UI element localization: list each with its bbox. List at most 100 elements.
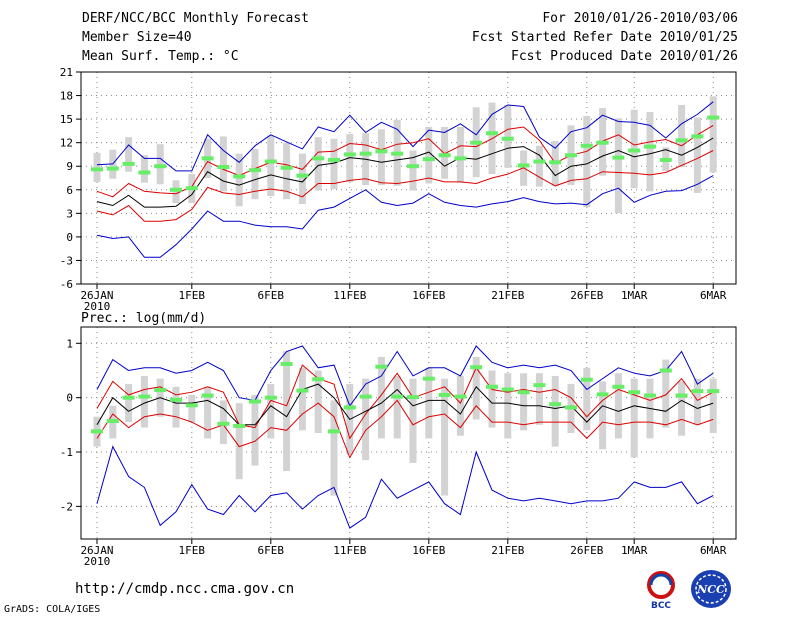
temperature-ensemble-box — [409, 150, 417, 191]
temperature-ytick-label: 6 — [66, 184, 73, 197]
temperature-ensemble-box — [425, 126, 433, 184]
temperature-ensemble-box — [377, 129, 385, 186]
temperature-year-label: 2010 — [84, 300, 111, 313]
precipitation-ensemble-box — [583, 367, 591, 431]
temperature-mean-marker — [106, 166, 119, 171]
temperature-mean-marker — [533, 159, 546, 164]
temperature-xtick-label: 6MAR — [700, 289, 727, 302]
precipitation-ensemble-box — [125, 384, 133, 423]
temperature-ensemble-box — [283, 142, 291, 200]
precipitation-mean-marker — [106, 419, 119, 424]
temperature-ensemble-box — [646, 112, 654, 192]
temperature-mean-marker — [612, 155, 625, 160]
precipitation-mean-marker — [501, 387, 514, 392]
temperature-ytick-label: 15 — [60, 113, 73, 126]
precipitation-xtick-label: 1FEB — [179, 544, 206, 557]
temperature-ensemble-box — [330, 138, 338, 189]
precipitation-ensemble-box — [678, 381, 686, 436]
forecast-period: For 2010/01/26-2010/03/06 — [542, 11, 738, 26]
temperature-mean-marker — [359, 151, 372, 156]
bcc-logo-text: BCC — [651, 601, 671, 610]
temperature-ytick-label: -6 — [60, 278, 73, 291]
temperature-mean-marker — [233, 174, 246, 179]
member-size: Member Size=40 — [82, 30, 192, 45]
precipitation-ensemble-box — [693, 378, 701, 425]
temperature-mean-marker — [91, 167, 103, 172]
precipitation-mean-marker — [454, 394, 467, 399]
temperature-xtick-label: 1FEB — [179, 289, 206, 302]
precipitation-ensemble-box — [409, 378, 417, 463]
precipitation-xtick-label: 26JAN — [80, 544, 113, 557]
precipitation-xtick-label: 26FEB — [570, 544, 603, 557]
precipitation-xtick-label: 1MAR — [621, 544, 648, 557]
temperature-ytick-label: 12 — [60, 137, 73, 150]
precipitation-ensemble-box — [172, 386, 180, 428]
precipitation-mean-marker — [201, 393, 214, 398]
temperature-ensemble-box — [614, 118, 622, 214]
temperature-ytick-label: -3 — [60, 254, 73, 267]
temperature-ensemble-box — [678, 104, 686, 168]
precipitation-mean-marker — [659, 368, 672, 373]
temperature-median-line — [96, 137, 714, 208]
precipitation-mean-marker — [312, 377, 325, 382]
variable-label: Mean Surf. Temp.: °C — [82, 49, 239, 64]
temperature-inner-high-line — [96, 124, 714, 198]
ncc-logo-icon: NCC — [691, 570, 731, 608]
precipitation-mean-marker — [185, 403, 198, 408]
chart-title: DERF/NCC/BCC Monthly Forecast — [82, 11, 309, 26]
temperature-outer-low-line — [96, 175, 714, 258]
precipitation-mean-marker — [675, 393, 688, 398]
temperature-ensemble-box — [267, 135, 275, 197]
precipitation-ensemble-box — [267, 384, 275, 439]
source-url[interactable]: http://cmdp.ncc.cma.gov.cn — [75, 581, 295, 597]
temperature-mean-marker — [596, 140, 609, 145]
temperature-ensemble-box — [535, 145, 543, 187]
temperature-mean-marker — [185, 186, 198, 191]
temperature-mean-marker — [422, 157, 435, 162]
temperature-ytick-label: 3 — [66, 207, 73, 220]
precipitation-ensemble-box — [472, 356, 480, 420]
temperature-ensemble-box — [583, 115, 591, 208]
precipitation-panel: -2 -1 0 1 26JAN 1FEB 6FEB 11FEB 16FEB 21FEB 26FEB 1… — [60, 326, 737, 568]
precipitation-ensemble-box — [504, 373, 512, 439]
temperature-frame — [80, 71, 737, 285]
precipitation-ensemble-box — [283, 351, 291, 472]
precipitation-ensemble-box — [709, 378, 717, 433]
temperature-mean-marker — [691, 134, 704, 139]
temperature-mean-marker — [312, 156, 325, 161]
temperature-mean-marker — [391, 151, 404, 156]
precipitation-ensemble-box — [630, 378, 638, 458]
precipitation-ensemble-box — [377, 356, 385, 439]
precipitation-ensemble-box — [188, 394, 196, 423]
precipitation-mean-marker — [707, 389, 720, 394]
temperature-ensemble-box — [504, 104, 512, 168]
precipitation-ensemble-box — [314, 370, 322, 433]
precipitation-mean-marker — [486, 384, 498, 389]
temperature-mean-marker — [580, 143, 593, 148]
temperature-mean-marker — [280, 165, 293, 170]
temperature-mean-marker — [486, 131, 498, 136]
temperature-ensemble-box — [456, 126, 464, 183]
precipitation-mean-marker — [217, 421, 230, 426]
temperature-xtick-label: 26JAN — [80, 289, 113, 302]
precipitation-median-line — [96, 383, 714, 426]
temperature-mean-marker — [343, 152, 356, 157]
temperature-mean-marker — [517, 163, 530, 168]
temperature-mean-marker — [170, 187, 182, 192]
precipitation-mean-marker — [691, 389, 704, 394]
precipitation-mean-marker — [407, 395, 419, 400]
precipitation-ensemble-box — [235, 403, 243, 480]
temperature-ytick-label: 21 — [60, 66, 73, 79]
temperature-inner-low-line — [96, 150, 714, 222]
temperature-xtick-label: 6FEB — [258, 289, 285, 302]
precipitation-ytick-label: -1 — [60, 446, 73, 459]
precipitation-inner-high-line — [96, 399, 714, 459]
precip-label: Prec.: log(mm/d) — [81, 311, 206, 326]
temperature-ensemble-box — [219, 136, 227, 192]
temperature-mean-marker — [154, 164, 167, 169]
temperature-ytick-label: 0 — [66, 231, 73, 244]
precipitation-ensemble-box — [140, 375, 148, 428]
precipitation-mean-marker — [422, 376, 435, 381]
temperature-mean-marker — [470, 140, 483, 145]
precipitation-mean-marker — [549, 402, 562, 407]
